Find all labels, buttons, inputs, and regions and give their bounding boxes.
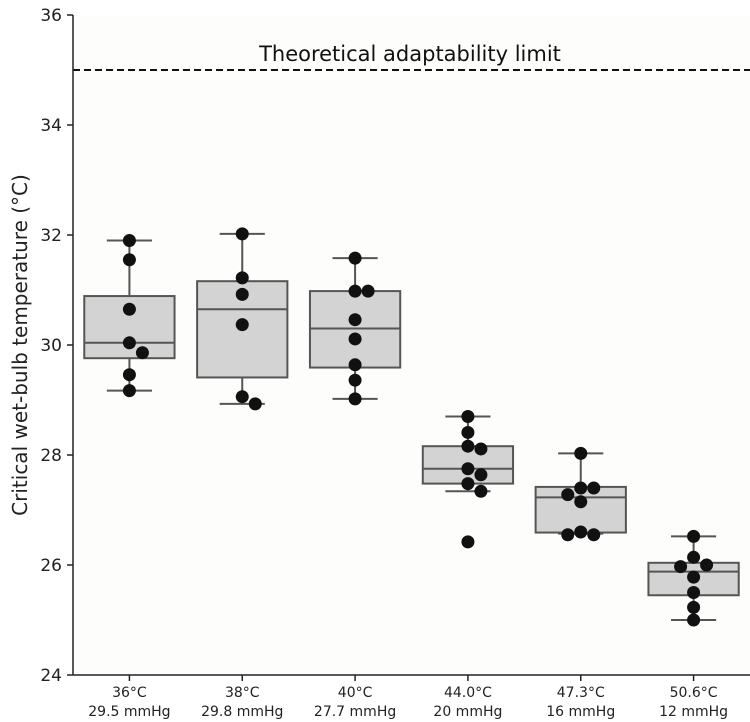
data-point [122, 336, 136, 350]
y-tick-label: 32 [40, 226, 62, 246]
data-point [235, 318, 249, 332]
x-tick-label: 40°C [338, 685, 373, 701]
plot-area [73, 15, 750, 675]
data-point [687, 600, 701, 614]
box [534, 485, 627, 534]
data-point [687, 529, 701, 543]
data-point [361, 284, 375, 298]
data-point [461, 477, 475, 491]
data-point [122, 368, 136, 382]
x-tick-sublabel: 20 mmHg [433, 704, 502, 720]
y-tick-label: 26 [40, 556, 62, 576]
data-point [122, 234, 136, 247]
data-point [122, 302, 136, 316]
data-point [700, 558, 714, 572]
data-point [574, 495, 588, 509]
data-point [574, 481, 588, 495]
data-point [687, 586, 701, 599]
data-point [348, 251, 362, 265]
data-point [474, 442, 488, 456]
data-point [587, 481, 601, 495]
data-point [561, 528, 575, 542]
data-point [248, 397, 262, 411]
x-tick-sublabel: 27.7 mmHg [314, 704, 396, 720]
reference-line-label: Theoretical adaptability limit [258, 42, 561, 66]
x-tick-sublabel: 12 mmHg [659, 704, 728, 720]
x-tick-label: 38°C [225, 685, 260, 701]
x-tick-sublabel: 29.8 mmHg [201, 704, 283, 720]
y-tick-label: 28 [40, 446, 62, 466]
data-point [235, 287, 249, 301]
data-point [461, 410, 475, 423]
data-point [574, 446, 588, 460]
data-point [235, 390, 249, 404]
y-tick-label: 34 [40, 116, 62, 136]
data-point [687, 550, 701, 564]
data-point [235, 227, 249, 241]
data-point [461, 462, 475, 476]
data-point [348, 284, 362, 298]
data-point [574, 525, 588, 539]
data-point [561, 488, 575, 502]
data-point [348, 358, 362, 372]
data-point [348, 313, 362, 327]
data-point [348, 373, 362, 387]
data-point [348, 332, 362, 346]
x-tick-sublabel: 29.5 mmHg [88, 704, 170, 720]
x-tick-label: 47.3°C [557, 685, 605, 701]
y-axis-label: Critical wet-bulb temperature (°C) [8, 174, 32, 516]
data-point [687, 613, 701, 627]
data-point [135, 346, 149, 360]
data-point [461, 425, 475, 439]
data-point [687, 570, 701, 584]
y-tick-label: 24 [40, 666, 62, 686]
data-point [348, 392, 362, 406]
data-point [474, 484, 488, 498]
data-point [122, 253, 136, 267]
y-tick-label: 30 [40, 336, 62, 356]
data-point [474, 468, 488, 482]
x-tick-sublabel: 16 mmHg [546, 704, 615, 720]
data-point [235, 271, 249, 285]
data-point [122, 384, 136, 398]
data-point [674, 560, 688, 574]
x-tick-label: 36°C [112, 685, 147, 701]
data-point [461, 535, 475, 549]
x-tick-label: 50.6°C [670, 685, 718, 701]
data-point [587, 528, 601, 542]
data-point [461, 439, 475, 453]
y-tick-label: 36 [40, 6, 62, 26]
x-tick-label: 44.0°C [444, 685, 492, 701]
